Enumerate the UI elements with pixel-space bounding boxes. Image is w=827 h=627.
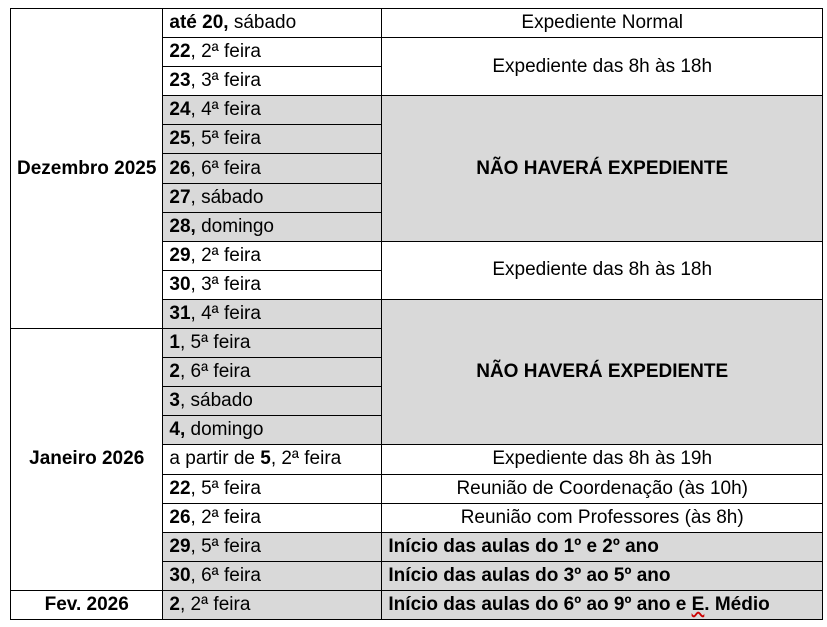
table-row: 22, 2ª feira Expediente das 8h às 18h [11,37,823,97]
note-cell: Expediente Normal [381,7,823,39]
day-cell: 1, 5ª feira [162,328,383,359]
note-cell: Expediente das 8h às 18h [381,37,823,97]
note-cell: Início das aulas do 3º ao 5º ano [381,560,823,591]
day-cell: 30, 3ª feira [162,269,383,300]
note-text: Início das aulas do 6º ao 9º ano e [388,593,692,615]
weekday: , 2ª feira [190,506,261,528]
day-cell: 26, 2ª feira [162,502,383,533]
day-cell: até 20, sábado [162,7,383,39]
day-cell: 3, sábado [162,386,383,417]
weekday: , sábado [179,390,253,412]
day-cell: 2, 6ª feira [162,357,383,388]
weekday: , 6ª feira [179,361,251,383]
note-cell: Início das aulas do 1º e 2º ano [381,531,823,562]
table-row: 27, sábado [11,182,823,213]
weekday: , sábado [190,186,264,208]
weekday: , 2ª feira [270,448,342,470]
table-row: 26, 6ª feira [11,153,823,184]
table-row: 29, 5ª feira Início das aulas do 1º e 2º … [11,531,823,562]
note-cell: NÃO HAVERÁ EXPEDIENTE [381,298,823,446]
weekday: , 4ª feira [190,99,261,121]
note-cell: Reunião com Professores (às 8h) [381,502,823,533]
day-number: 29 [169,535,191,557]
day-number: 28, [169,215,196,237]
weekday: , 4ª feira [190,302,261,324]
weekday: , 5ª feira [190,477,261,499]
day-cell: 29, 5ª feira [162,531,383,562]
month-cell: Fev. 2026 [9,589,164,620]
note-cell: Expediente das 8h às 19h [381,444,823,475]
table-row: Fev. 2026 2, 2ª feira Início das aulas do … [9,589,823,620]
note-cell: NÃO HAVERÁ EXPEDIENTE [381,95,823,242]
table-row: 2, 6ª feira [11,357,823,388]
day-number: 1 [169,332,180,354]
note-cell: Expediente das 8h às 18h [381,240,823,300]
note-text: E [691,593,705,615]
table-row: 23, 3ª feira [11,66,823,97]
note-cell: Início das aulas do 6º ao 9º ano e E. Mé… [381,589,823,620]
day-cell: 23, 3ª feira [162,66,383,97]
day-cell: 22, 5ª feira [162,473,383,504]
table-row: 3, sábado [11,386,823,417]
day-number: 4, [169,419,186,441]
day-cell: 2, 2ª feira [162,589,383,620]
day-number: 2 [169,593,180,615]
day-prefix: a partir de [169,448,261,470]
weekday: , 3ª feira [190,273,261,295]
day-number: 24 [169,99,191,121]
day-cell: 27, sábado [162,182,383,213]
day-number: 26 [169,157,191,179]
weekday: , 5ª feira [190,128,261,150]
weekday: , 2ª feira [190,41,261,63]
day-number: 3 [169,390,180,412]
month-cell: Dezembro 2025 [9,7,164,330]
weekday: , 2ª feira [179,593,251,615]
day-number: 25 [169,128,191,150]
table-row: Dezembro 2025 até 20, sábado Expediente No… [9,7,823,330]
day-cell: a partir de 5, 2ª feira [162,444,383,475]
weekday: , 6ª feira [190,564,261,586]
table-row: 4, domingo [11,415,823,446]
day-number: 22 [169,41,191,63]
day-number: 30 [169,564,191,586]
note-cell: Reunião de Coordenação (às 10h) [381,473,823,504]
day-number: 29 [169,244,191,266]
month-cell: Janeiro 2026 [9,328,164,591]
day-cell: 28, domingo [162,211,383,242]
day-cell: 25, 5ª feira [162,124,383,155]
day-cell: 31, 4ª feira [162,298,383,330]
table-row: Janeiro 2026 1, 5ª feira [9,328,823,591]
day-cell: 4, domingo [162,415,383,446]
day-number: 26 [169,506,191,528]
weekday: domingo [195,215,274,237]
table-row: 22, 5ª feira Reunião de Coordenação (às 1… [11,473,823,504]
day-cell: 30, 6ª feira [162,560,383,591]
day-number: 30 [169,273,191,295]
weekday: , 5ª feira [190,535,261,557]
note-text: . Médio [704,593,770,615]
weekday: , 3ª feira [190,70,261,92]
table-row: a partir de 5, 2ª feira Expediente das 8h… [11,444,823,475]
day-cell: 22, 2ª feira [162,37,383,68]
day-number: 31 [169,302,191,324]
table-row: 30, 6ª feira Início das aulas do 3º ao 5º… [11,560,823,591]
day-cell: 26, 6ª feira [162,153,383,184]
weekday: , 2ª feira [190,244,261,266]
weekday: , 6ª feira [190,157,261,179]
table-row: 24, 4ª feira NÃO HAVERÁ EXPEDIENTE [11,95,823,242]
weekday: domingo [185,419,264,441]
day-number: 5 [260,448,271,470]
weekday: sábado [228,12,297,34]
day-number: 27 [169,186,191,208]
day-cell: 29, 2ª feira [162,240,383,271]
day-number: 22 [169,477,191,499]
schedule-table: Dezembro 2025 até 20, sábado Expediente No… [9,7,823,620]
day-number: até 20, [169,12,229,34]
day-number: 23 [169,70,191,92]
weekday: , 5ª feira [179,332,251,354]
day-cell: 24, 4ª feira [162,95,383,126]
table-row: 29, 2ª feira Expediente das 8h às 18h [11,240,823,300]
day-number: 2 [169,361,180,383]
